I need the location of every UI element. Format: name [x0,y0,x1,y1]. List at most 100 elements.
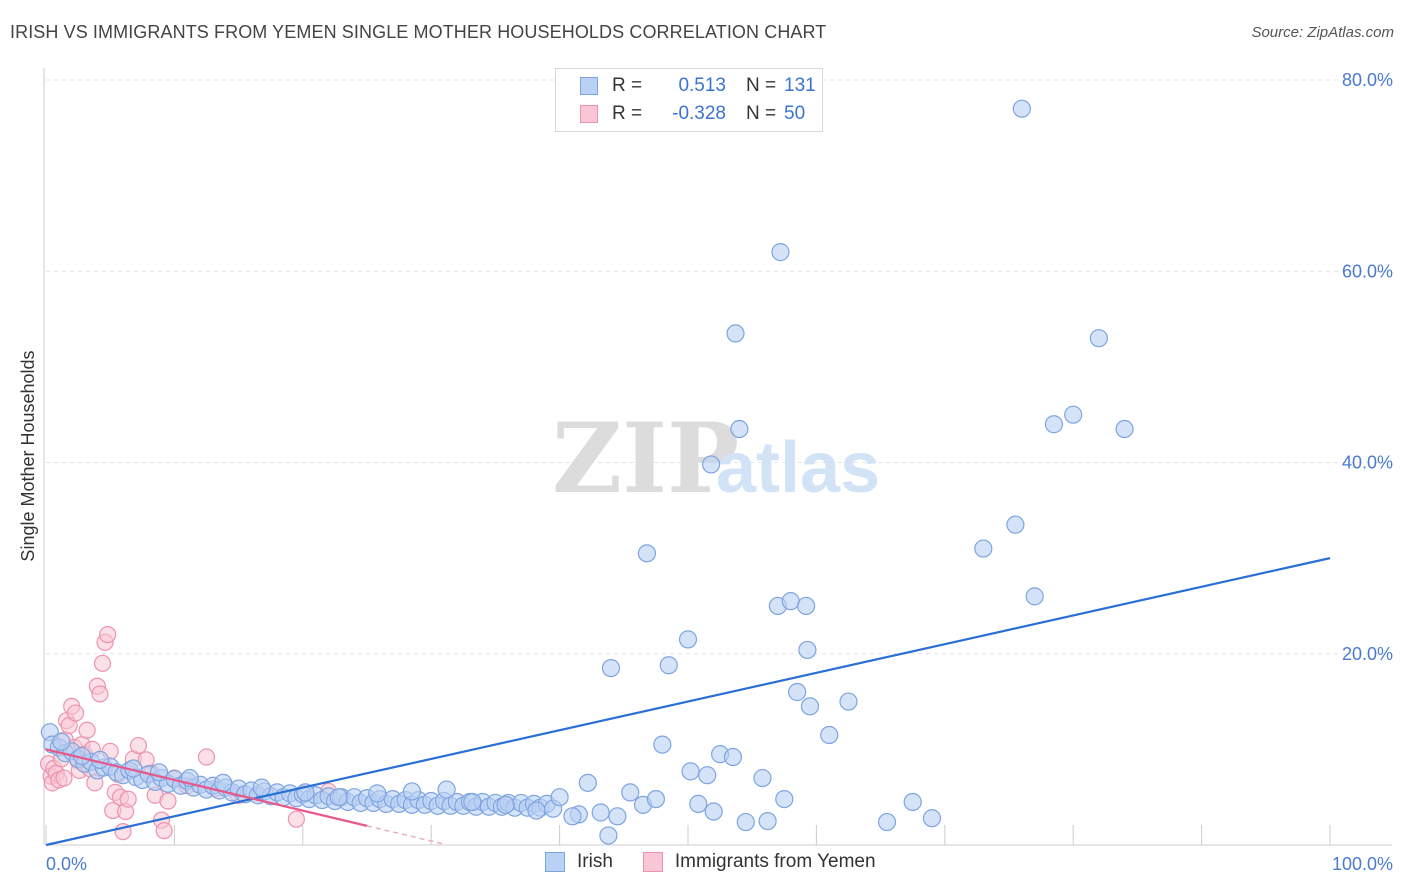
data-point-irish [646,789,666,809]
data-point-irish [621,783,640,802]
chart-title: IRISH VS IMMIGRANTS FROM YEMEN SINGLE MO… [10,22,827,42]
legend-swatch-irish [545,852,565,872]
data-point-irish [527,801,546,820]
data-point-irish [775,789,794,809]
data-point-irish [599,826,618,845]
data-point-irish [771,243,790,262]
legend-row-yemen: R = -0.328 N = 50 [580,101,805,127]
data-point-irish [839,692,858,711]
data-point-irish [820,725,839,745]
watermark-atlas: atlas [716,428,880,508]
data-point-yemen [78,721,96,739]
data-point-yemen [119,790,137,808]
data-point-yemen [129,736,148,755]
data-point-irish [1044,415,1064,434]
legend-n-value: 50 [784,103,806,124]
trend-line-yemen-extension [366,825,445,845]
data-point-irish [800,697,820,716]
legend-r-label: R = [612,75,643,96]
data-point-irish [1025,587,1044,606]
data-point-irish [591,803,610,822]
data-point-irish [252,778,271,797]
tick-labels: 20.0% 40.0% 60.0% 80.0% 0.0% 100.0% [46,70,1393,874]
legend-n-value: 131 [784,75,816,96]
correlation-legend: R = 0.513 N = 131 R = -0.328 N = 50 [555,68,823,132]
y-tick-label: 20.0% [1342,644,1393,664]
data-point-irish [1064,405,1083,424]
axes [43,68,1392,846]
legend-label-irish: Irish [577,851,613,872]
data-point-irish [214,773,233,792]
legend-swatch-irish [580,77,598,95]
legend-item-yemen[interactable]: Immigrants from Yemen [642,851,876,873]
data-point-yemen [287,810,305,828]
data-point-irish [550,788,569,807]
data-point-irish [578,773,597,792]
series-legend: Irish Immigrants from Yemen [545,851,906,873]
data-point-irish [681,762,700,781]
data-point-irish [698,766,717,785]
legend-r-label: R = [612,103,643,124]
data-point-yemen [93,654,112,672]
data-point-irish [974,539,993,558]
data-point-irish [689,794,708,813]
data-point-irish [659,656,678,675]
data-point-irish [329,788,348,807]
data-point-irish [702,455,721,474]
data-point-yemen [155,822,173,840]
data-point-irish [1089,329,1108,348]
legend-row-irish: R = 0.513 N = 131 [580,73,816,99]
data-point-irish [653,735,672,754]
data-point-irish [730,419,749,439]
data-point-yemen [197,748,216,766]
data-point-irish [798,640,817,660]
data-point-irish [496,795,515,814]
data-point-irish [903,792,922,812]
legend-item-irish[interactable]: Irish [545,851,613,873]
data-point-yemen [66,704,85,722]
y-axis-label: Single Mother Households [18,350,38,561]
data-point-irish [797,596,816,616]
data-point-irish [637,544,657,563]
data-point-irish [704,802,723,821]
y-tick-label: 40.0% [1342,453,1393,473]
data-point-irish [1012,99,1031,118]
data-point-irish [563,807,582,826]
data-point-irish [922,809,942,828]
data-point-irish [1006,515,1025,534]
data-point-irish [877,812,897,832]
gridlines [46,79,1392,655]
data-point-irish [723,747,743,767]
trend-line-irish [45,557,1331,847]
data-point-yemen [99,626,117,644]
data-point-irish [1115,419,1134,439]
legend-r-value: 0.513 [678,75,726,96]
source-note: Source: ZipAtlas.com [1251,24,1394,41]
y-tick-label: 80.0% [1342,70,1393,90]
legend-label-yemen: Immigrants from Yemen [674,851,876,872]
data-point-irish [678,630,698,649]
x-tick-label: 0.0% [46,854,87,874]
legend-n-label: N = [746,75,777,96]
data-point-irish [788,682,807,702]
data-point-irish [437,780,456,799]
data-point-irish [402,782,422,801]
data-point-yemen [159,792,177,810]
data-point-irish [368,784,387,803]
data-point-yemen [55,769,73,787]
data-point-yemen [91,685,109,703]
legend-swatch-yemen [642,852,663,872]
data-point-irish [601,658,621,678]
x-tick-label: 100.0% [1332,854,1393,874]
data-point-irish [726,324,745,343]
legend-n-label: N = [746,103,777,124]
data-point-irish [52,732,71,751]
data-point-irish [608,807,627,826]
legend-r-value: -0.328 [672,103,726,124]
trend-lines [45,557,1331,847]
legend-swatch-yemen [580,105,598,123]
trend-line-yemen [45,748,368,827]
data-point-irish [781,592,800,611]
data-point-irish [753,768,772,788]
